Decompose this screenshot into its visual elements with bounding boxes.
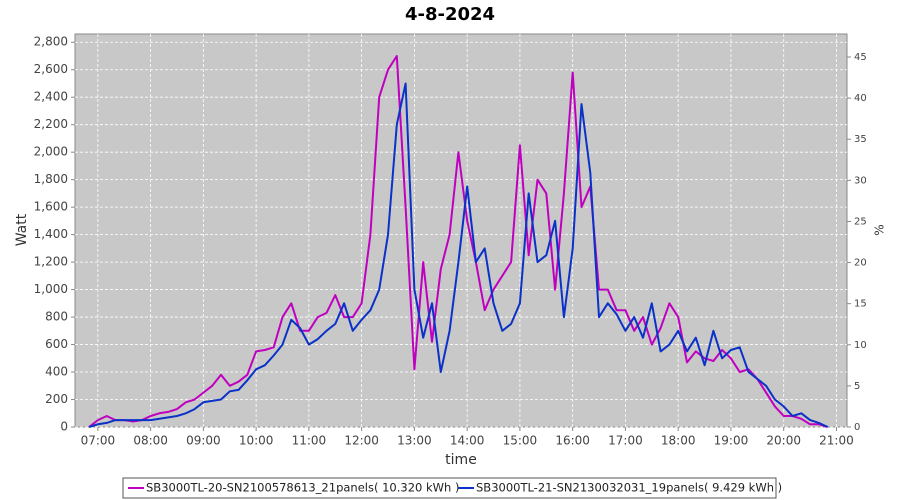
y-tick-label: 1,000 (34, 282, 68, 296)
x-tick-label: 10:00 (239, 434, 274, 448)
x-tick-label: 13:00 (397, 434, 432, 448)
y2-tick-label: 5 (854, 381, 860, 392)
y-tick-label: 2,000 (34, 145, 68, 159)
y2-tick-label: 15 (854, 299, 867, 310)
y2-tick-label: 35 (854, 134, 867, 145)
y2-tick-label: 10 (854, 340, 867, 351)
legend-label: SB3000TL-21-SN2130032031_19panels( 9.429… (476, 481, 782, 495)
y2-tick-label: 20 (854, 258, 867, 269)
y-tick-label: 1,600 (34, 200, 68, 214)
y-tick-label: 1,200 (34, 255, 68, 269)
x-tick-label: 08:00 (133, 434, 168, 448)
x-tick-label: 11:00 (292, 434, 327, 448)
x-tick-label: 07:00 (81, 434, 116, 448)
y-tick-label: 2,800 (34, 35, 68, 49)
legend (122, 477, 777, 499)
y2-tick-label: 30 (854, 175, 867, 186)
y-tick-label: 2,400 (34, 90, 68, 104)
x-tick-label: 14:00 (450, 434, 485, 448)
y-tick-label: 2,600 (34, 62, 68, 76)
x-tick-label: 09:00 (186, 434, 221, 448)
series-line (88, 82, 829, 428)
y-tick-label: 600 (45, 337, 68, 351)
y-tick-label: 1,800 (34, 172, 68, 186)
x-tick-label: 20:00 (766, 434, 801, 448)
legend-label: SB3000TL-20-SN2100578613_21panels( 10.32… (146, 481, 459, 495)
x-tick-label: 16:00 (555, 434, 590, 448)
y2-tick-label: 45 (854, 52, 867, 63)
x-tick-label: 18:00 (661, 434, 696, 448)
x-axis-label: time (445, 452, 477, 468)
x-tick-label: 15:00 (503, 434, 538, 448)
y2-tick-label: 25 (854, 216, 867, 227)
y2-axis-label: % (873, 224, 887, 235)
chart-title: 4-8-2024 (405, 4, 495, 25)
y2-tick-label: 40 (854, 93, 867, 104)
y-tick-label: 800 (45, 310, 68, 324)
y-axis-label: Watt (14, 213, 30, 246)
y-tick-label: 200 (45, 392, 68, 406)
x-tick-label: 19:00 (714, 434, 749, 448)
y-tick-label: 0 (60, 420, 68, 434)
x-tick-label: 12:00 (344, 434, 379, 448)
x-tick-label: 17:00 (608, 434, 643, 448)
series-line (88, 55, 828, 428)
y-tick-label: 400 (45, 365, 68, 379)
y2-tick-label: 0 (854, 422, 860, 433)
y-tick-label: 1,400 (34, 227, 68, 241)
x-tick-label: 21:00 (819, 434, 854, 448)
y-tick-label: 2,200 (34, 117, 68, 131)
